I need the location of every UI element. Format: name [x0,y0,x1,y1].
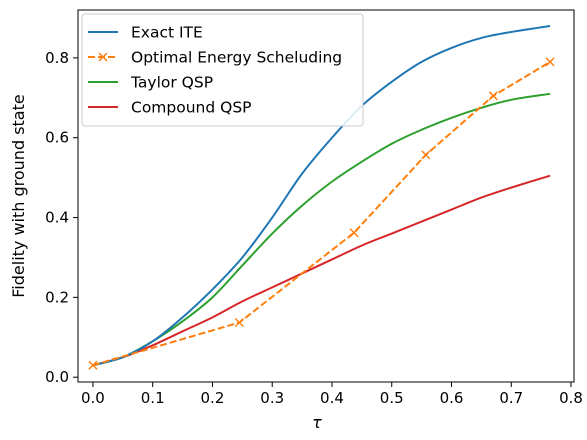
x-tick-label: 0.1 [141,389,165,407]
y-axis-label: Fidelity with ground state [9,94,28,297]
y-axis: 0.0 0.2 0.4 0.6 0.8 [45,49,78,386]
data-point-marker [235,319,243,327]
y-tick-label: 0.2 [45,288,69,306]
legend-label: Taylor QSP [130,74,213,92]
data-point-marker [422,151,430,159]
x-tick-label: 0.7 [499,389,523,407]
y-tick-label: 0.4 [45,209,69,227]
data-point-marker [489,92,497,100]
x-tick-label: 0.4 [320,389,344,407]
x-tick-label: 0.5 [380,389,404,407]
legend: Exact ITE Optimal Energy Scheluding Taylor… [82,14,363,126]
x-tick-label: 0.6 [440,389,464,407]
y-tick-label: 0.8 [45,49,69,67]
x-tick-label: 0.0 [81,389,105,407]
y-tick-label: 0.0 [45,368,69,386]
legend-label: Optimal Energy Scheluding [131,49,342,67]
x-tick-label: 0.2 [201,389,225,407]
legend-label: Compound QSP [131,99,252,117]
data-point-marker [546,58,554,66]
x-axis-label: τ [312,413,322,432]
y-tick-label: 0.6 [45,129,69,147]
legend-label: Exact ITE [131,24,203,42]
x-tick-label: 0.8 [559,389,583,407]
series-line-2 [93,94,550,365]
data-point-marker [350,229,358,237]
x-axis: 0.0 0.1 0.2 0.3 0.4 0.5 0.6 0.7 0.8 [81,382,583,407]
x-tick-label: 0.3 [260,389,284,407]
